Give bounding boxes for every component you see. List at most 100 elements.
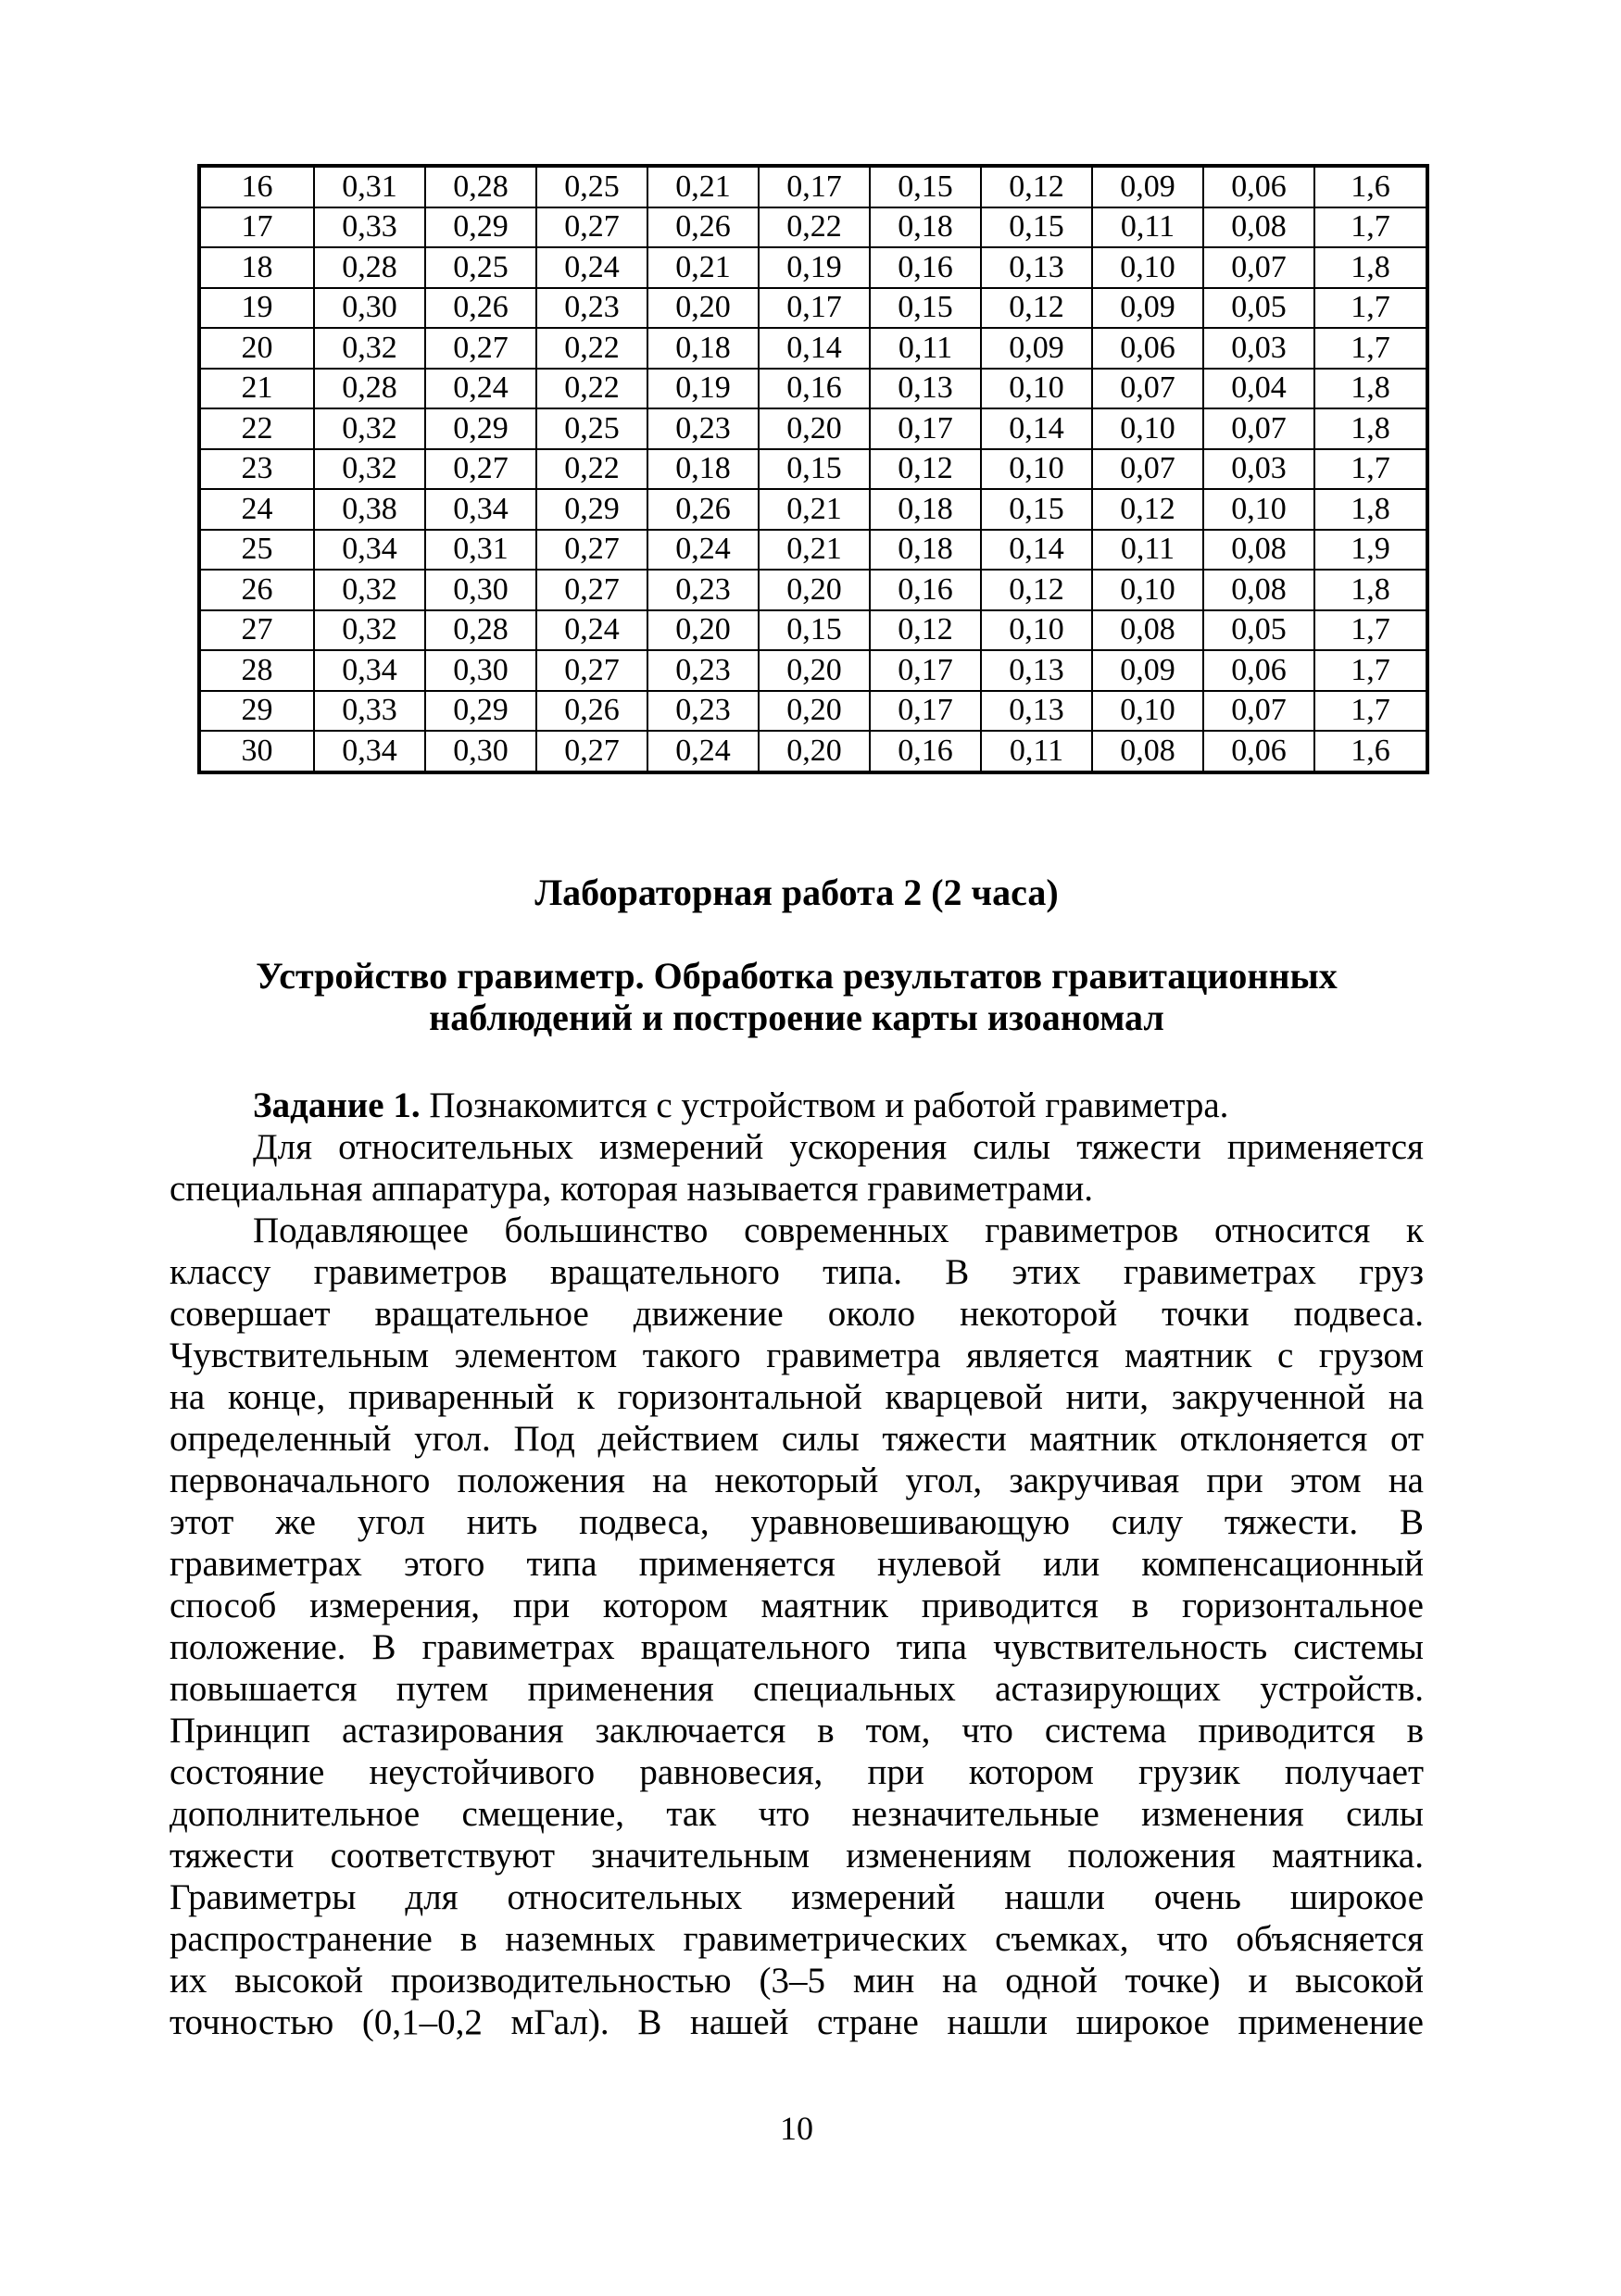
table-cell: 30	[198, 730, 315, 773]
table-row: 28 0,34 0,30 0,27 0,23 0,20 0,17 0,13 0,09 0,06 1,…	[198, 649, 1428, 692]
table-cell: 1,6	[1313, 730, 1428, 773]
table-cell: 0,14	[758, 327, 871, 370]
table-cell: 0,17	[869, 689, 982, 732]
body-line: специальная аппаратура, которая называет…	[170, 1168, 1094, 1209]
body-line: их высокой производительностью (3–5 мин …	[170, 1960, 1424, 2001]
table-cell: 0,29	[424, 689, 537, 732]
table-cell: 0,10	[1091, 689, 1204, 732]
body-line: гравиметрах этого типа применяется нулев…	[170, 1543, 1424, 1584]
table-cell: 0,24	[647, 528, 760, 571]
table-cell: 0,12	[980, 165, 1093, 208]
table-cell: 0,27	[535, 569, 648, 611]
table-cell: 0,07	[1091, 367, 1204, 409]
table-cell: 0,10	[1091, 408, 1204, 450]
table-cell: 0,19	[647, 367, 760, 409]
table-cell: 0,22	[535, 447, 648, 490]
table-cell: 0,06	[1202, 730, 1315, 773]
table-cell: 0,16	[869, 246, 982, 289]
table-cell: 0,23	[647, 689, 760, 732]
table-cell: 0,11	[869, 327, 982, 370]
table-cell: 0,11	[980, 730, 1093, 773]
table-cell: 0,10	[1202, 488, 1315, 531]
table-cell: 0,20	[647, 609, 760, 651]
table-cell: 21	[198, 367, 315, 409]
table-cell: 0,14	[980, 408, 1093, 450]
table-cell: 0,24	[424, 367, 537, 409]
lab-subtitle: Устройство гравиметр. Обработка результа…	[170, 955, 1424, 1038]
table-cell: 0,17	[869, 649, 982, 692]
table-cell: 0,23	[535, 286, 648, 329]
page-number: 10	[780, 2109, 813, 2147]
table-cell: 0,18	[647, 327, 760, 370]
table-row: 30 0,34 0,30 0,27 0,24 0,20 0,16 0,11 0,08 0,06 1,…	[198, 730, 1428, 773]
table-cell: 0,06	[1202, 165, 1315, 208]
table-cell: 0,12	[980, 569, 1093, 611]
table-cell: 0,26	[647, 206, 760, 248]
lab-subtitle-line2: наблюдений и построение карты изоаномал	[429, 996, 1164, 1038]
table-cell: 0,15	[980, 488, 1093, 531]
table-cell: 1,7	[1313, 206, 1428, 248]
body-line: распространение в наземных гравиметричес…	[170, 1918, 1424, 1959]
table-cell: 0,30	[424, 730, 537, 773]
table-cell: 0,20	[758, 408, 871, 450]
table-cell: 16	[198, 165, 315, 208]
table-cell: 0,06	[1091, 327, 1204, 370]
table-cell: 0,21	[758, 488, 871, 531]
table-cell: 0,05	[1202, 286, 1315, 329]
table-cell: 0,16	[869, 730, 982, 773]
table-row: 26 0,32 0,30 0,27 0,23 0,20 0,16 0,12 0,10 0,08 1,…	[198, 569, 1428, 611]
table-cell: 0,33	[313, 206, 426, 248]
table-cell: 1,7	[1313, 327, 1428, 370]
table-cell: 0,18	[647, 447, 760, 490]
table-cell: 1,8	[1313, 488, 1428, 531]
table-cell: 0,29	[535, 488, 648, 531]
table-cell: 29	[198, 689, 315, 732]
table-cell: 0,34	[313, 528, 426, 571]
table-cell: 0,18	[869, 206, 982, 248]
table-cell: 0,25	[535, 165, 648, 208]
table-cell: 0,30	[424, 649, 537, 692]
lab-subtitle-line1: Устройство гравиметр. Обработка результа…	[256, 954, 1338, 997]
table-cell: 1,8	[1313, 246, 1428, 289]
table-cell: 0,17	[758, 165, 871, 208]
table-row: 19 0,30 0,26 0,23 0,20 0,17 0,15 0,12 0,09 0,05 1,…	[198, 286, 1428, 329]
table-cell: 0,12	[869, 447, 982, 490]
table-cell: 1,6	[1313, 165, 1428, 208]
task-label: Задание 1.	[253, 1085, 421, 1125]
table-cell: 0,14	[980, 528, 1093, 571]
table-cell: 0,15	[869, 165, 982, 208]
table-cell: 0,34	[424, 488, 537, 531]
table-cell: 0,16	[758, 367, 871, 409]
table-cell: 1,7	[1313, 649, 1428, 692]
table-cell: 0,10	[980, 367, 1093, 409]
body-lines: Для относительных измерений ускорения си…	[170, 1126, 1424, 2043]
table-cell: 0,15	[758, 609, 871, 651]
table-row: 25 0,34 0,31 0,27 0,24 0,21 0,18 0,14 0,11 0,08 1,…	[198, 528, 1428, 571]
table-cell: 0,30	[313, 286, 426, 329]
table-row: 24 0,38 0,34 0,29 0,26 0,21 0,18 0,15 0,12 0,10 1,…	[198, 488, 1428, 531]
table-cell: 0,09	[1091, 286, 1204, 329]
table-cell: 0,32	[313, 408, 426, 450]
table-cell: 0,03	[1202, 327, 1315, 370]
table-cell: 0,23	[647, 408, 760, 450]
body-line: этот же угол нить подвеса, уравновешиваю…	[170, 1501, 1424, 1542]
table-cell: 0,15	[869, 286, 982, 329]
table-cell: 0,32	[313, 609, 426, 651]
table-cell: 0,13	[980, 689, 1093, 732]
table-cell: 22	[198, 408, 315, 450]
table-cell: 0,28	[424, 609, 537, 651]
table-cell: 0,26	[647, 488, 760, 531]
table-cell: 0,38	[313, 488, 426, 531]
table-cell: 23	[198, 447, 315, 490]
table-cell: 0,27	[535, 206, 648, 248]
table-cell: 19	[198, 286, 315, 329]
body-line: совершает вращательное движение около не…	[170, 1293, 1424, 1334]
table-cell: 0,27	[535, 649, 648, 692]
table-cell: 0,29	[424, 408, 537, 450]
table-cell: 0,20	[758, 569, 871, 611]
data-table: 16 0,31 0,28 0,25 0,21 0,17 0,15 0,12 0,09 0,06 1,…	[197, 164, 1429, 774]
table-cell: 0,27	[535, 730, 648, 773]
table-cell: 0,16	[869, 569, 982, 611]
body-line: способ измерения, при котором маятник пр…	[170, 1585, 1424, 1625]
